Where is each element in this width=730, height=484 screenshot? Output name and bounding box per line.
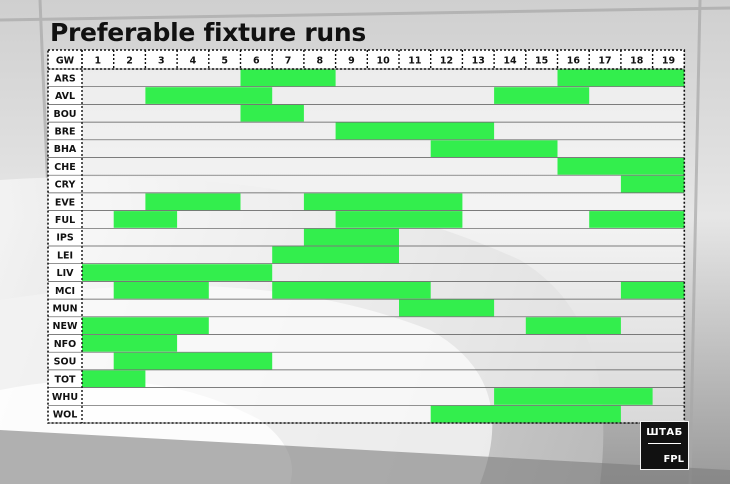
- logo-line2: FPL: [663, 454, 684, 465]
- gameweek-label: 15: [535, 56, 548, 67]
- gameweek-label: 12: [440, 56, 453, 67]
- team-label: AVL: [55, 91, 75, 102]
- gameweek-label: 2: [126, 56, 133, 67]
- run-bar-bou: [240, 104, 304, 122]
- run-bar-avl: [145, 87, 273, 104]
- run-bar-lei: [272, 246, 399, 264]
- gameweek-label: 14: [503, 56, 517, 67]
- gameweek-label: 18: [630, 56, 644, 67]
- corner-label: GW: [56, 56, 75, 67]
- run-bar-ful: [113, 211, 178, 228]
- gameweek-label: 8: [316, 56, 323, 67]
- run-bar-bre: [335, 122, 495, 140]
- run-bar-tot: [82, 370, 146, 388]
- run-bar-new: [525, 317, 621, 334]
- gameweek-label: 7: [285, 56, 292, 67]
- run-bar-sou: [113, 352, 273, 370]
- team-label: WHU: [52, 392, 78, 403]
- gameweek-label: 16: [567, 56, 581, 67]
- gameweek-label: 1: [95, 56, 102, 67]
- run-bar-nfo: [82, 335, 178, 352]
- run-bar-mci: [620, 281, 685, 299]
- team-label: CRY: [55, 180, 76, 191]
- team-label: EVE: [55, 197, 75, 208]
- gameweek-label: 9: [348, 56, 355, 67]
- team-label: NFO: [54, 339, 77, 350]
- shtab-fpl-logo: ШТАБ FPL: [640, 421, 689, 470]
- logo-separator: [648, 443, 681, 444]
- gameweek-label: 10: [377, 56, 391, 67]
- run-bar-avl: [494, 87, 590, 104]
- run-bar-cry: [620, 175, 685, 193]
- run-bar-ars: [557, 69, 685, 87]
- run-bar-che: [557, 158, 685, 175]
- gameweek-label: 13: [472, 56, 485, 67]
- run-bar-eve: [145, 193, 241, 211]
- team-label: FUL: [55, 215, 75, 226]
- gameweek-label: 6: [253, 56, 260, 67]
- team-label: ARS: [54, 73, 76, 84]
- team-label: LIV: [57, 268, 75, 279]
- team-label: SOU: [54, 357, 77, 368]
- team-label: BRE: [54, 126, 75, 137]
- gameweek-label: 19: [662, 56, 675, 67]
- gameweek-label: 17: [598, 56, 611, 67]
- team-label: NEW: [53, 321, 78, 332]
- gameweek-label: 5: [221, 56, 228, 67]
- run-bar-ful: [589, 211, 685, 228]
- run-bar-mun: [399, 299, 495, 317]
- chart-title: Preferable fixture runs: [50, 18, 366, 47]
- team-label: BHA: [54, 144, 77, 155]
- run-bar-ful: [335, 211, 463, 228]
- gameweek-label: 11: [408, 56, 421, 67]
- team-label: BOU: [53, 109, 76, 120]
- gameweek-label: 3: [158, 56, 165, 67]
- team-label: MUN: [52, 303, 77, 314]
- logo-line1: ШТАБ: [646, 427, 683, 438]
- team-label: WOL: [53, 410, 78, 421]
- run-bar-bha: [430, 140, 558, 157]
- team-label: TOT: [54, 374, 76, 385]
- team-label-column: [48, 50, 82, 423]
- run-bar-new: [82, 317, 209, 334]
- run-bar-wol: [430, 405, 621, 423]
- run-bar-ips: [303, 228, 399, 246]
- run-bar-mci: [113, 281, 209, 299]
- run-bar-mci: [272, 281, 431, 299]
- run-bar-whu: [494, 388, 653, 405]
- team-label: IPS: [56, 233, 73, 244]
- run-bar-ars: [240, 69, 336, 87]
- gameweek-label: 4: [190, 56, 197, 67]
- run-bar-liv: [82, 264, 273, 281]
- run-bar-eve: [303, 193, 463, 211]
- table-border: [47, 49, 686, 424]
- team-label: MCI: [55, 286, 75, 297]
- team-label: LEI: [57, 250, 73, 261]
- team-label: CHE: [54, 162, 75, 173]
